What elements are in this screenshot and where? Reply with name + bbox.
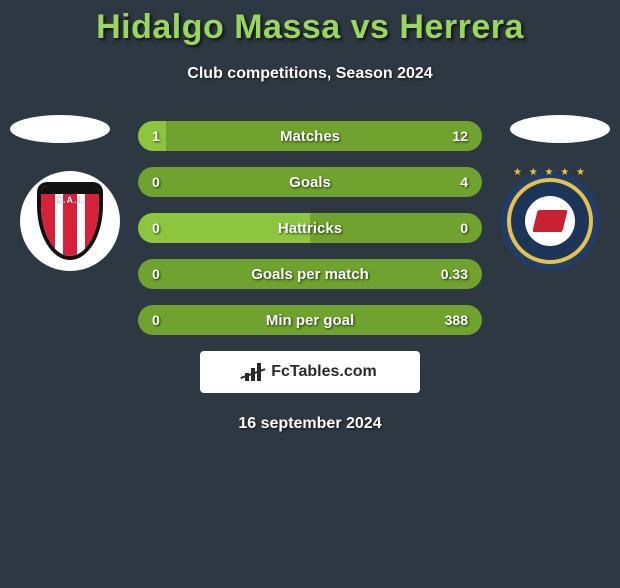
comparison-bar: 0Goals4: [138, 167, 482, 197]
right-ellipse-decoration: [510, 115, 610, 143]
bar-label: Goals: [138, 174, 482, 191]
left-ellipse-decoration: [10, 115, 110, 143]
bar-value-right: 0: [460, 220, 468, 236]
comparison-stage: C.A.I. ★ ★ ★ ★ ★ 1Matches120Goals40Hattr…: [0, 121, 620, 335]
footer-date: 16 september 2024: [0, 415, 620, 433]
bar-label: Goals per match: [138, 266, 482, 283]
bar-value-right: 0.33: [441, 266, 468, 282]
bar-label: Hattricks: [138, 220, 482, 237]
comparison-bars: 1Matches120Goals40Hattricks00Goals per m…: [138, 121, 482, 335]
comparison-bar: 0Hattricks0: [138, 213, 482, 243]
comparison-bar: 0Goals per match0.33: [138, 259, 482, 289]
bar-label: Matches: [138, 128, 482, 145]
brand-box[interactable]: FcTables.com: [200, 351, 420, 393]
flag-icon: [532, 210, 567, 232]
ring-icon: [507, 178, 593, 264]
inner-circle-icon: [525, 196, 575, 246]
brand-text: FcTables.com: [271, 363, 377, 381]
team-left-badge-outer: C.A.I.: [20, 171, 120, 271]
bar-value-right: 12: [452, 128, 468, 144]
shield-icon: C.A.I.: [37, 182, 103, 260]
page-title: Hidalgo Massa vs Herrera: [0, 8, 620, 47]
page-subtitle: Club competitions, Season 2024: [0, 65, 620, 83]
team-left-initials: C.A.I.: [41, 195, 99, 205]
team-right-badge: ★ ★ ★ ★ ★: [500, 171, 600, 271]
comparison-bar: 1Matches12: [138, 121, 482, 151]
bar-chart-icon: [243, 363, 265, 381]
bar-value-right: 4: [460, 174, 468, 190]
bar-label: Min per goal: [138, 312, 482, 329]
comparison-bar: 0Min per goal388: [138, 305, 482, 335]
team-right-badge-outer: ★ ★ ★ ★ ★: [500, 171, 600, 271]
bar-value-right: 388: [445, 312, 468, 328]
stars-icon: ★ ★ ★ ★ ★: [500, 167, 600, 178]
team-left-badge: C.A.I.: [20, 171, 120, 271]
